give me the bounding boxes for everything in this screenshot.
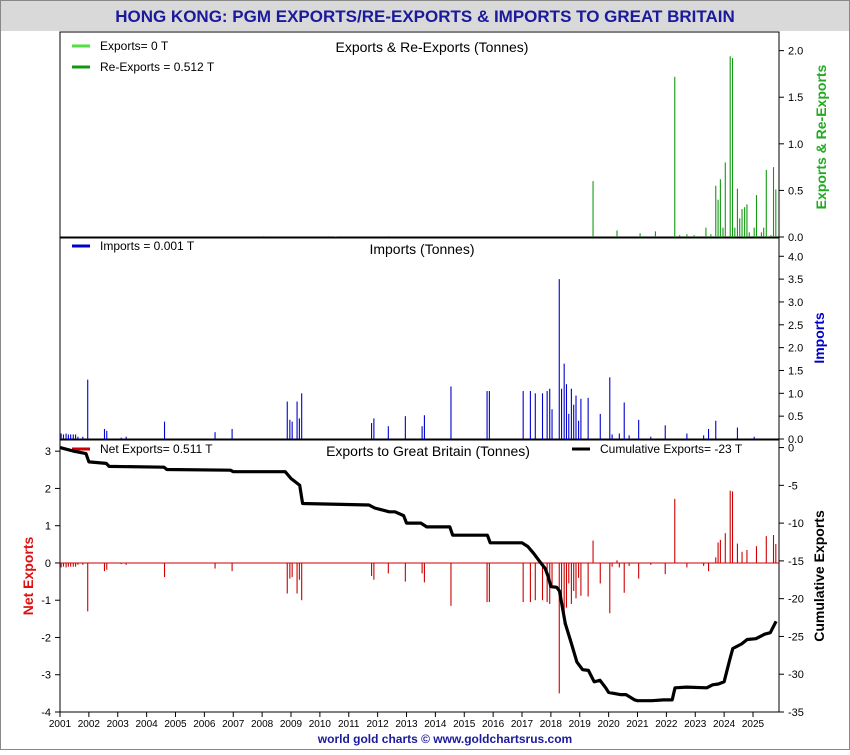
exports-y-axis: 0.0 0.5 1.0 1.5 2.0 xyxy=(779,46,803,244)
x-tick-label: 2007 xyxy=(222,719,245,730)
imports-panel: Imports (Tonnes) Imports = 0.001 T 0.00.… xyxy=(59,237,827,446)
x-tick-label: 2014 xyxy=(424,719,447,730)
cumulative-line-group xyxy=(59,446,778,703)
x-tick-label: 2019 xyxy=(569,719,592,730)
x-tick-label: 2024 xyxy=(713,719,736,730)
cumulative-y-tick-label: -25 xyxy=(788,631,804,643)
net-exports-title: Exports to Great Britain (Tonnes) xyxy=(326,443,530,459)
imports-bars xyxy=(60,279,755,439)
x-tick-label: 2016 xyxy=(482,719,505,730)
cumulative-y-tick-label: -30 xyxy=(788,669,804,681)
imports-y-tick-label: 2.0 xyxy=(788,343,803,355)
legend-label-reexports: Re-Exports = 0.512 T xyxy=(100,60,215,74)
x-tick-label: 2005 xyxy=(164,719,187,730)
net-y-tick-label: -3 xyxy=(41,670,51,682)
x-tick-label: 2018 xyxy=(540,719,563,730)
header-band xyxy=(1,1,849,31)
net-exports-y-axis: -4 -3 -2 -1 0 1 2 3 xyxy=(41,446,60,719)
net-y-tick-label: 3 xyxy=(45,446,51,458)
page-title: HONG KONG: PGM EXPORTS/RE-EXPORTS & IMPO… xyxy=(115,7,735,26)
net-exports-ylabel: Net Exports xyxy=(20,537,36,616)
x-tick-label: 2003 xyxy=(107,719,130,730)
imports-y-tick-label: 1.0 xyxy=(788,388,803,400)
net-y-tick-label: 1 xyxy=(45,521,51,533)
x-axis: 2001 2002 2003 2004 2005 2006 2007 2008 2009 2010… xyxy=(49,712,765,730)
exports-y-tick-label: 0.0 xyxy=(788,232,803,244)
legend-label-net-exports: Net Exports= 0.511 T xyxy=(100,442,213,456)
imports-y-tick-label: 3.0 xyxy=(788,297,803,309)
x-tick-label: 2009 xyxy=(280,719,303,730)
cumulative-y-tick-label: -10 xyxy=(788,518,804,530)
net-exports-panel: Exports to Great Britain (Tonnes) Net Ex… xyxy=(20,439,827,730)
imports-y-tick-label: 1.5 xyxy=(788,365,803,377)
exports-y-tick-label: 0.5 xyxy=(788,185,803,197)
cumulative-y-tick-label: -5 xyxy=(788,480,798,492)
cumulative-y-tick-label: -35 xyxy=(788,707,804,719)
x-tick-label: 2004 xyxy=(136,719,159,730)
cumulative-y-tick-label: 0 xyxy=(788,443,794,455)
x-tick-label: 2006 xyxy=(193,719,216,730)
cumulative-y-tick-label: -20 xyxy=(788,594,804,606)
net-y-tick-label: 2 xyxy=(45,483,51,495)
imports-title: Imports (Tonnes) xyxy=(369,241,474,257)
x-tick-label: 2012 xyxy=(367,719,390,730)
imports-y-tick-label: 0.0 xyxy=(788,434,803,446)
legend-label-imports: Imports = 0.001 T xyxy=(100,239,195,253)
net-y-tick-label: -1 xyxy=(41,595,51,607)
x-tick-label: 2008 xyxy=(251,719,274,730)
x-tick-label: 2023 xyxy=(684,719,707,730)
reexports-bars xyxy=(263,56,777,237)
net-exports-plot-area xyxy=(59,439,780,713)
x-tick-label: 2001 xyxy=(49,719,72,730)
cumulative-y-axis: -35 -30 -25 -20 -15 -10 -5 0 xyxy=(779,443,804,719)
net-y-tick-label: 0 xyxy=(45,558,51,570)
x-tick-label: 2025 xyxy=(742,719,765,730)
exports-y-tick-label: 1.0 xyxy=(788,139,803,151)
x-tick-label: 2010 xyxy=(309,719,332,730)
exports-panel: Exports & Re-Exports (Tonnes) Exports= 0… xyxy=(59,31,829,244)
exports-title: Exports & Re-Exports (Tonnes) xyxy=(336,39,529,55)
legend-label-cumulative: Cumulative Exports= -23 T xyxy=(600,442,743,456)
exports-y-tick-label: 1.5 xyxy=(788,92,803,104)
x-tick-label: 2021 xyxy=(626,719,649,730)
footer-credit: world gold charts © www.goldchartsrus.co… xyxy=(317,732,572,746)
x-tick-label: 2020 xyxy=(598,719,621,730)
exports-plot-area xyxy=(59,31,780,238)
x-tick-label: 2002 xyxy=(78,719,101,730)
net-y-tick-label: -4 xyxy=(41,707,51,719)
net-exports-bars xyxy=(60,490,777,694)
x-tick-label: 2022 xyxy=(655,719,678,730)
cumulative-line xyxy=(59,446,778,703)
x-tick-label: 2011 xyxy=(338,719,360,730)
cumulative-y-tick-label: -15 xyxy=(788,556,804,568)
imports-y-tick-label: 0.5 xyxy=(788,411,803,423)
imports-plot-area xyxy=(59,237,780,440)
x-tick-label: 2015 xyxy=(453,719,476,730)
legend-label-exports: Exports= 0 T xyxy=(100,39,169,53)
imports-y-tick-label: 3.5 xyxy=(788,274,803,286)
x-tick-label: 2017 xyxy=(511,719,534,730)
imports-y-tick-label: 2.5 xyxy=(788,320,803,332)
x-tick-label: 2013 xyxy=(395,719,418,730)
imports-ylabel: Imports xyxy=(811,312,827,364)
imports-y-tick-label: 4.0 xyxy=(788,251,803,263)
imports-y-axis: 0.0 0.5 1.0 1.5 2.0 2.5 3.0 3.5 4.0 xyxy=(779,251,803,446)
exports-ylabel: Exports & Re-Exports xyxy=(813,64,829,209)
net-y-tick-label: -2 xyxy=(41,632,51,644)
exports-y-tick-label: 2.0 xyxy=(788,46,803,58)
cumulative-ylabel: Cumulative Exports xyxy=(811,510,827,642)
